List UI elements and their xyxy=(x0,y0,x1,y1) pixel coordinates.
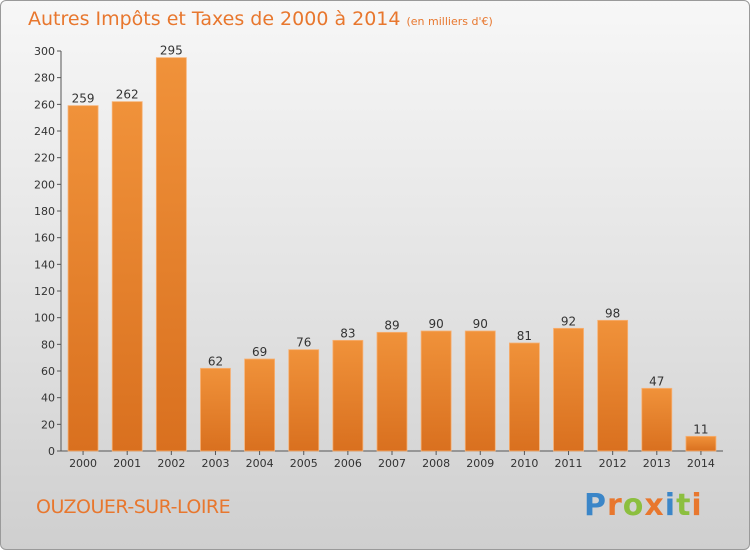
data-label-2003: 62 xyxy=(208,354,223,368)
x-tick-label-2013: 2013 xyxy=(643,457,671,470)
data-label-2002: 295 xyxy=(160,44,183,58)
data-label-2000: 259 xyxy=(72,92,95,106)
data-label-2014: 11 xyxy=(693,422,708,436)
bar-2013 xyxy=(641,387,673,452)
y-tick-label: 300 xyxy=(34,45,55,58)
bar-2000 xyxy=(67,105,99,452)
brand-letter: i xyxy=(664,488,677,523)
brand-letter: i xyxy=(691,488,703,523)
commune-name: OUZOUER-SUR-LOIRE xyxy=(36,496,231,518)
brand-letter: x xyxy=(644,488,665,523)
y-tick-label: 40 xyxy=(41,392,55,405)
y-tick-label: 220 xyxy=(34,152,55,165)
chart-subtitle: (en milliers d'€) xyxy=(406,15,493,28)
x-tick-label-2012: 2012 xyxy=(599,457,627,470)
x-tick-label-2005: 2005 xyxy=(290,457,318,470)
x-tick-label-2002: 2002 xyxy=(157,457,185,470)
brand-letter: r xyxy=(607,488,623,523)
bar-2011 xyxy=(553,327,584,452)
bar-2003 xyxy=(200,367,231,452)
y-tick-label: 120 xyxy=(34,285,55,298)
x-tick-label-2009: 2009 xyxy=(466,457,494,470)
data-label-2010: 81 xyxy=(517,329,532,343)
x-tick-label-2014: 2014 xyxy=(687,457,715,470)
y-tick-label: 140 xyxy=(34,258,55,271)
brand-letter: P xyxy=(584,488,607,523)
x-tick-label-2006: 2006 xyxy=(334,457,362,470)
bar-2006 xyxy=(332,339,364,452)
data-label-2011: 92 xyxy=(561,314,576,328)
data-label-2006: 83 xyxy=(340,326,355,340)
x-tick-label-2003: 2003 xyxy=(201,457,229,470)
bar-2002 xyxy=(155,57,187,452)
chart-title-block: Autres Impôts et Taxes de 2000 à 2014 (en… xyxy=(28,8,493,30)
brand-letter: t xyxy=(676,488,692,523)
x-tick-label-2007: 2007 xyxy=(378,457,406,470)
y-tick-label: 160 xyxy=(34,232,55,245)
brand-letter: o xyxy=(622,488,645,523)
y-tick-label: 100 xyxy=(34,312,55,325)
x-tick-label-2000: 2000 xyxy=(69,457,97,470)
data-label-2008: 90 xyxy=(428,317,443,331)
y-tick-label: 60 xyxy=(41,365,55,378)
y-tick-label: 280 xyxy=(34,72,55,85)
y-tick-label: 180 xyxy=(34,205,55,218)
data-label-2001: 262 xyxy=(116,88,139,102)
x-tick-label-2004: 2004 xyxy=(246,457,274,470)
x-tick-label-2001: 2001 xyxy=(113,457,141,470)
bar-2004 xyxy=(244,358,276,452)
y-tick-label: 20 xyxy=(41,418,55,431)
data-label-2009: 90 xyxy=(473,317,488,331)
y-tick-label: 260 xyxy=(34,98,55,111)
bar-2009 xyxy=(464,330,496,452)
y-tick-label: 200 xyxy=(34,178,55,191)
y-tick-label: 240 xyxy=(34,125,55,138)
bar-2005 xyxy=(288,349,320,452)
data-label-2007: 89 xyxy=(384,318,399,332)
bar-2008 xyxy=(420,330,452,452)
data-label-2005: 76 xyxy=(296,336,311,350)
y-tick-label: 0 xyxy=(48,445,55,458)
bar-2007 xyxy=(376,331,408,452)
bar-2001 xyxy=(111,101,143,452)
bar-2014 xyxy=(685,435,717,452)
bar-2012 xyxy=(597,319,629,452)
x-tick-label-2011: 2011 xyxy=(555,457,583,470)
data-label-2013: 47 xyxy=(649,374,664,388)
brand-logo: Proxiti xyxy=(584,488,703,523)
y-tick-label: 80 xyxy=(41,338,55,351)
data-label-2012: 98 xyxy=(605,306,620,320)
bar-2010 xyxy=(508,342,540,452)
chart-title: Autres Impôts et Taxes de 2000 à 2014 xyxy=(28,8,401,30)
x-tick-label-2008: 2008 xyxy=(422,457,450,470)
x-tick-label-2010: 2010 xyxy=(510,457,538,470)
data-label-2004: 69 xyxy=(252,345,267,359)
